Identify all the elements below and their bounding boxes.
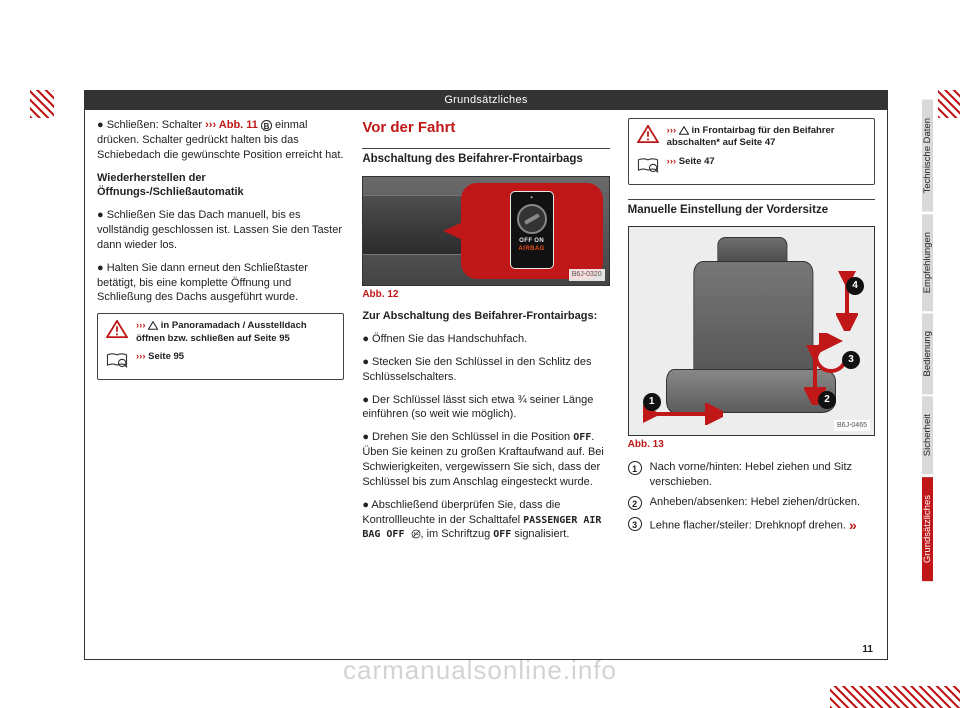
ref-prefix: ››› (667, 156, 677, 167)
figure-12: ✦ OFF ON AIRBAG B6J-0320 (362, 176, 609, 286)
off-literal: OFF (493, 529, 511, 540)
airbag-switch: ✦ OFF ON AIRBAG (510, 191, 554, 269)
column-middle: Vor der Fahrt Abschaltung des Beifahrer-… (362, 118, 609, 652)
hatch-marker-right (938, 90, 960, 118)
subsection-heading-airbag: Abschaltung des Beifahrer-Frontairbags (362, 148, 609, 168)
side-tabs: Technische Daten Empfehlungen Bedienung … (922, 100, 960, 583)
ref-text: in Frontairbag für den Beifahrer abschal… (667, 125, 835, 148)
tab-empfehlungen[interactable]: Empfehlungen (922, 214, 933, 311)
warning-icon (637, 125, 659, 147)
page-header: Grundsätzliches (85, 91, 887, 110)
figure-13-caption: Abb. 13 (628, 438, 875, 452)
subsection-heading-seats: Manuelle Einstellung der Vordersitze (628, 199, 875, 219)
step-turn-key: ● Drehen Sie den Schlüssel in die Positi… (362, 430, 609, 489)
ref-prefix: ››› (667, 125, 677, 136)
legend-num: 3 (628, 517, 642, 531)
restore-heading: Wiederherstellen der (97, 171, 344, 186)
txt: ● Schließen: Schalter (97, 119, 205, 131)
legend-num: 2 (628, 496, 642, 510)
txt: , im Schriftzug (421, 528, 494, 540)
tab-grundsaetzliches[interactable]: Grundsätzliches (922, 477, 933, 581)
ref-text: Seite 95 (148, 351, 184, 362)
figure-12-caption: Abb. 12 (362, 288, 609, 302)
manual-page: Grundsätzliches ● Schließen: Schalter ››… (84, 90, 888, 660)
ref-prefix: ››› (136, 320, 146, 331)
legend-text: Anheben/absenken: Hebel ziehen/drücken. (650, 495, 860, 510)
ref-prefix: ››› (136, 351, 146, 362)
off-literal: OFF (573, 432, 591, 443)
switch-airbag-label: AIRBAG (518, 245, 545, 253)
airbag-off-heading: Zur Abschaltung des Beifahrer-Frontairba… (362, 309, 609, 324)
column-left: ● Schließen: Schalter ››› Abb. 11 B einm… (97, 118, 344, 652)
legend-item-2: 2 Anheben/absenken: Hebel ziehen/drücken… (628, 495, 875, 510)
figure-13: 1 2 3 4 B6J-0465 (628, 226, 875, 436)
section-heading: Vor der Fahrt (362, 118, 609, 138)
callout-4: 4 (846, 277, 864, 295)
info-box-frontairbag: ››› in Frontairbag für den Beifahrer abs… (628, 118, 875, 185)
manual-icon (637, 156, 659, 178)
warning-icon (106, 320, 128, 342)
legend-item-1: 1 Nach vorne/hinten: Hebel ziehen und Si… (628, 460, 875, 490)
ref-text: Seite 47 (679, 156, 715, 167)
callout-b: B (261, 120, 272, 131)
callout-3: 3 (842, 351, 860, 369)
tab-bedienung[interactable]: Bedienung (922, 313, 933, 394)
legend-text: Lehne flacher/steiler: Drehknopf drehen. (650, 520, 849, 532)
hatch-marker-left (30, 90, 54, 118)
restore-step-2: ● Halten Sie dann erneut den Schließtast… (97, 261, 344, 306)
step-insert-key: ● Stecken Sie den Schlüssel in den Schli… (362, 355, 609, 385)
step-open-glovebox: ● Öffnen Sie das Handschuhfach. (362, 332, 609, 347)
manual-icon (106, 351, 128, 373)
step-check-lamp: ● Abschließend überprüfen Sie, dass die … (362, 498, 609, 543)
tab-technische-daten[interactable]: Technische Daten (922, 100, 933, 212)
ref-text: in Panoramadach / Ausstelldach öffnen bz… (136, 320, 307, 343)
page-number: 11 (862, 644, 873, 655)
step-insert-depth: ● Der Schlüssel lässt sich etwa ¾ seiner… (362, 393, 609, 423)
airbag-off-icon (411, 529, 421, 539)
column-right: ››› in Frontairbag für den Beifahrer abs… (628, 118, 875, 652)
seat-legend: 1 Nach vorne/hinten: Hebel ziehen und Si… (628, 460, 875, 536)
legend-num: 1 (628, 461, 642, 475)
figure-code: B6J-0465 (834, 420, 870, 431)
restore-heading-2: Öffnungs-/Schließautomatik (97, 185, 344, 200)
hatch-marker-bottom (830, 686, 960, 708)
continuation-icon: » (849, 517, 857, 533)
txt: ● Drehen Sie den Schlüssel in die Positi… (362, 431, 573, 443)
callout-1: 1 (643, 393, 661, 411)
legend-item-3: 3 Lehne flacher/steiler: Drehknopf drehe… (628, 516, 875, 535)
txt: signalisiert. (511, 528, 569, 540)
switch-off-label: OFF (519, 238, 533, 244)
close-instruction: ● Schließen: Schalter ››› Abb. 11 B einm… (97, 118, 344, 163)
info-box-panorama: ››› in Panoramadach / Ausstelldach öffne… (97, 313, 344, 380)
switch-on-label: ON (534, 238, 544, 244)
callout-bubble: ✦ OFF ON AIRBAG (463, 185, 601, 277)
figure-ref: ››› Abb. 11 (205, 119, 258, 131)
tab-sicherheit[interactable]: Sicherheit (922, 396, 933, 474)
restore-step-1: ● Schließen Sie das Dach manuell, bis es… (97, 208, 344, 253)
legend-text: Nach vorne/hinten: Hebel ziehen und Sitz… (650, 460, 875, 490)
figure-code: B6J-0320 (569, 269, 605, 280)
